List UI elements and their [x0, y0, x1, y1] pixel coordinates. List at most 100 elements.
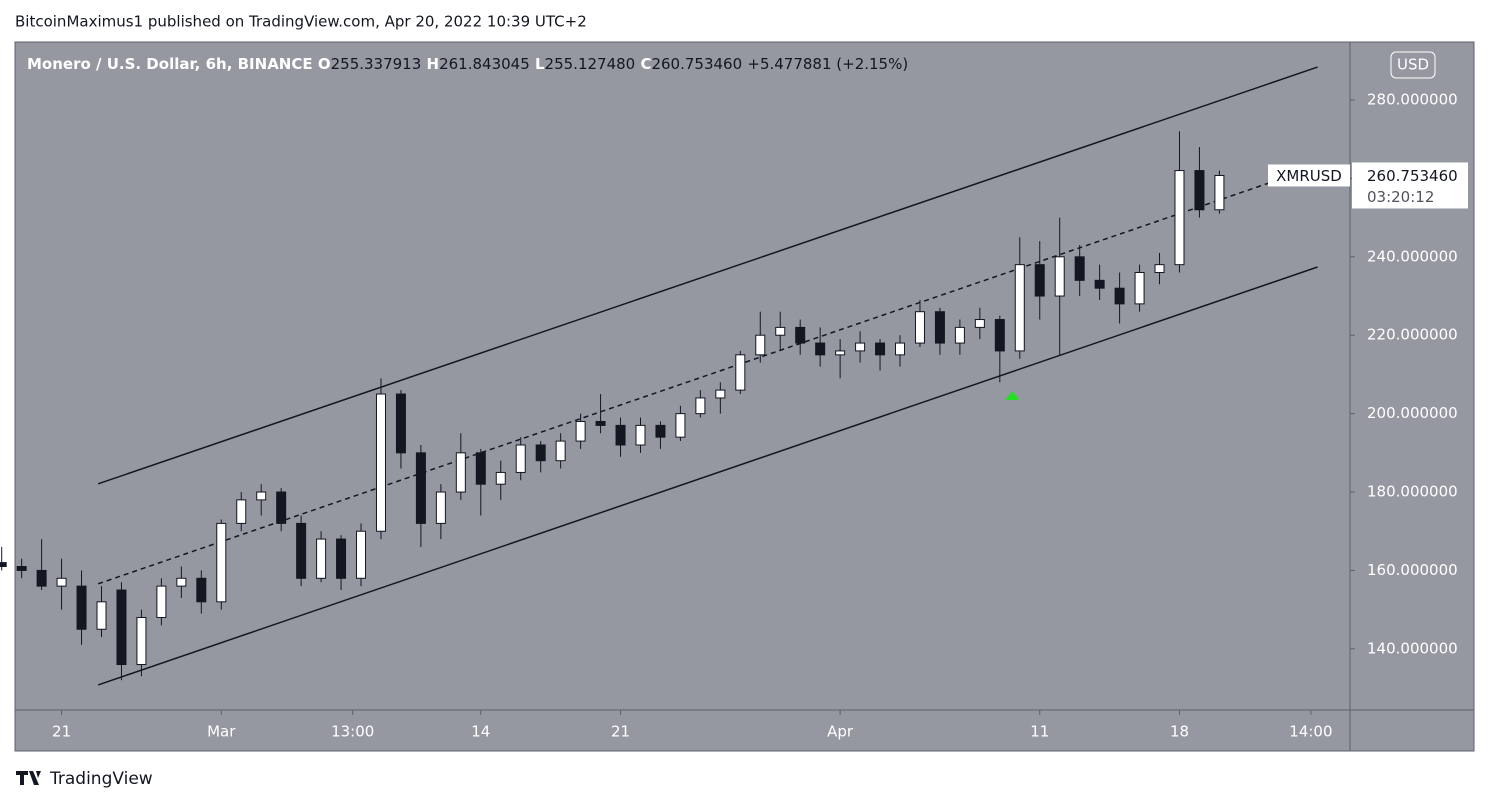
- price-box: [1352, 162, 1468, 209]
- ohlc-key: L: [535, 55, 545, 73]
- candle-body: [256, 491, 267, 501]
- candle-body: [116, 589, 127, 666]
- candle-body: [136, 616, 147, 666]
- candle-body: [356, 530, 367, 579]
- y-tick-label: 140.000000: [1367, 639, 1458, 657]
- candle-body: [1054, 256, 1065, 297]
- brand-logo: [16, 771, 41, 785]
- ohlc-value: 255.127480: [545, 55, 636, 73]
- candle-body: [216, 522, 227, 603]
- candle-body: [1074, 256, 1085, 281]
- candle-body: [515, 444, 526, 473]
- x-tick-label: 21: [611, 723, 630, 741]
- candle-body: [375, 393, 386, 532]
- candle-body: [535, 444, 546, 462]
- candle-body: [1174, 170, 1185, 266]
- brand: TradingView: [16, 769, 153, 789]
- symbol-legend: Monero / U.S. Dollar, 6h, BINANCE O255.3…: [27, 55, 908, 73]
- channel-line: [97, 66, 1318, 485]
- x-tick-label: 14: [471, 723, 490, 741]
- legend-text: Monero / U.S. Dollar, 6h, BINANCE O255.3…: [27, 55, 908, 73]
- candle-body: [914, 311, 925, 344]
- candle-body: [974, 319, 985, 328]
- candle-body: [875, 342, 886, 356]
- x-tick-label: 21: [52, 723, 71, 741]
- candle-body: [296, 522, 307, 579]
- x-tick-label: Mar: [207, 723, 236, 741]
- countdown-label: 03:20:12: [1367, 188, 1434, 206]
- publisher-line: BitcoinMaximus1 published on TradingView…: [15, 13, 587, 31]
- change: +5.477881 (+2.15%): [747, 55, 908, 73]
- y-tick-label: 200.000000: [1367, 404, 1458, 422]
- candle-body: [675, 413, 686, 438]
- candle-body: [735, 354, 746, 391]
- candle-body: [1134, 272, 1145, 305]
- brand-name: TradingView: [49, 769, 153, 789]
- candle-body: [575, 420, 586, 442]
- y-tick-label: 240.000000: [1367, 247, 1458, 265]
- candle-body: [715, 389, 726, 399]
- candle-body: [415, 452, 426, 524]
- candle-body: [276, 491, 287, 524]
- y-tick-label: 220.000000: [1367, 326, 1458, 344]
- candle-body: [855, 342, 866, 352]
- candle-body: [775, 326, 786, 336]
- x-tick-label: Apr: [827, 723, 854, 741]
- ohlc-value: 260.753460: [651, 55, 742, 73]
- candle-body: [196, 577, 207, 603]
- candle-body: [475, 452, 486, 485]
- candle-body: [495, 471, 506, 485]
- x-tick-label: 18: [1170, 723, 1189, 741]
- candle-body: [994, 319, 1005, 352]
- candle-body: [655, 424, 666, 438]
- ticker-label: XMRUSD: [1276, 167, 1342, 185]
- candle-body: [695, 397, 706, 415]
- candle-body: [176, 577, 187, 587]
- candle-body: [635, 424, 646, 446]
- candle-body: [1194, 170, 1205, 211]
- candle-body: [615, 424, 626, 446]
- ticker-box: [1268, 164, 1350, 187]
- y-tick-label: 280.000000: [1367, 91, 1458, 109]
- candle-body: [0, 562, 7, 568]
- candle-body: [76, 585, 87, 630]
- y-tick-label: 160.000000: [1367, 561, 1458, 579]
- candle-body: [16, 566, 27, 571]
- candle-body: [96, 601, 107, 630]
- candle-body: [934, 311, 945, 344]
- currency-button[interactable]: [1390, 51, 1436, 79]
- candle-body: [555, 440, 566, 462]
- candle-body: [435, 491, 446, 524]
- signal-marker: [1005, 390, 1020, 400]
- candle-body: [236, 499, 247, 524]
- candle-body: [455, 452, 466, 493]
- ohlc-key: O: [318, 55, 331, 73]
- currency-label[interactable]: USD: [1397, 56, 1429, 74]
- candle-body: [1094, 279, 1105, 289]
- candle-body: [954, 326, 965, 344]
- candle-body: [395, 393, 406, 454]
- candle-body: [56, 577, 67, 587]
- candle-body: [36, 569, 47, 587]
- channel-line: [97, 266, 1318, 686]
- candle-body: [595, 420, 606, 426]
- ohlc-value: 255.337913: [331, 55, 422, 73]
- candle-body: [815, 342, 826, 356]
- candle-body: [1114, 287, 1125, 305]
- chart-frame: [14, 41, 1475, 752]
- x-tick-label: 14:00: [1289, 723, 1332, 741]
- symbol: Monero / U.S. Dollar, 6h, BINANCE: [27, 55, 313, 73]
- candle-body: [835, 350, 846, 356]
- channel-line: [97, 175, 1290, 585]
- price-label: 260.753460: [1367, 167, 1458, 185]
- candle-body: [1034, 264, 1045, 297]
- x-tick-label: 13:00: [331, 723, 374, 741]
- candle-body: [895, 342, 906, 356]
- candle-body: [795, 326, 806, 344]
- candle-body: [1014, 264, 1025, 352]
- candle-body: [156, 585, 167, 618]
- candle-body: [1154, 264, 1165, 274]
- ohlc-key: C: [640, 55, 651, 73]
- candle-body: [1214, 174, 1225, 211]
- x-tick-label: 11: [1030, 723, 1049, 741]
